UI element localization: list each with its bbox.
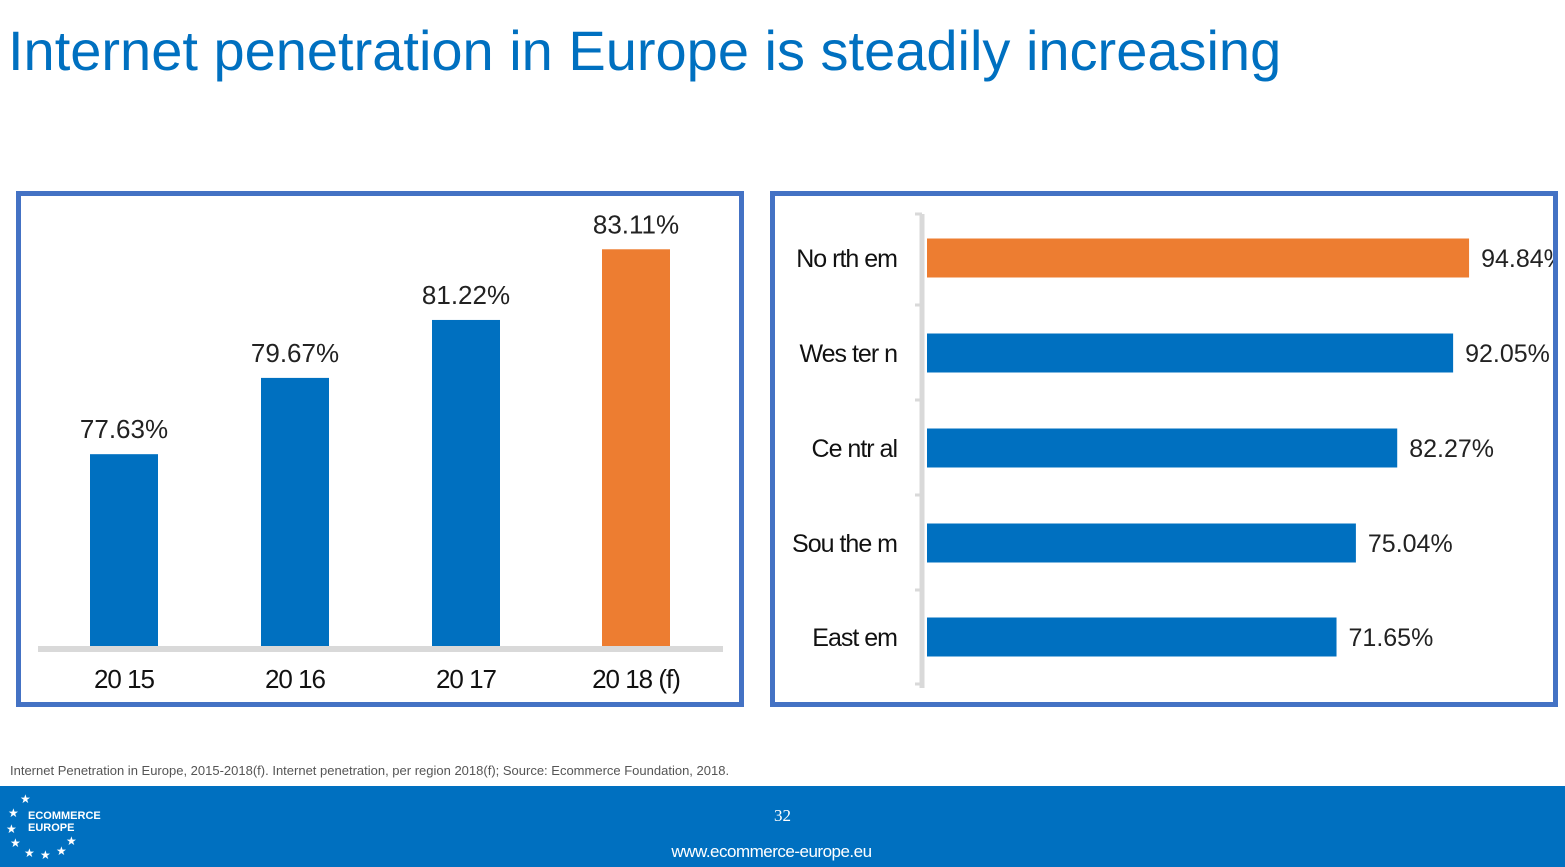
year-bar-value-label: 83.11% xyxy=(593,209,679,239)
yearly-penetration-chart-panel: 77.63% 20 15 79.67% 20 16 81.22% 20 17 83.11% 2… xyxy=(16,191,744,707)
year-tick-label: 20 17 xyxy=(436,664,497,694)
region-bar-value-label: 94.84% xyxy=(1481,245,1553,273)
region-bar xyxy=(927,428,1398,468)
regional-penetration-chart-panel: 94.84% No rth em 92.05% Wes ter n 82.27% Ce n… xyxy=(770,191,1558,707)
region-tick-label: Sou the m xyxy=(792,530,897,558)
region-tick-label: East em xyxy=(812,624,897,652)
year-tick-label: 20 15 xyxy=(94,664,155,694)
page-number: 32 xyxy=(774,806,791,825)
ecommerce-europe-logo: ★ ★ ★ ★ ★ ★ ★ ★ ECOMMERCE EUROPE xyxy=(6,792,101,862)
region-bar xyxy=(927,617,1337,657)
year-bar xyxy=(90,454,158,646)
source-note: Internet Penetration in Europe, 2015-201… xyxy=(10,763,730,778)
region-bar-value-label: 82.27% xyxy=(1409,435,1494,463)
year-bar-value-label: 79.67% xyxy=(251,338,339,368)
slide-title: Internet penetration in Europe is steadi… xyxy=(8,19,1282,82)
footer-bar xyxy=(0,786,1565,867)
year-tick-label: 20 18 (f) xyxy=(592,664,680,694)
regional-penetration-chart: 94.84% No rth em 92.05% Wes ter n 82.27% Ce n… xyxy=(792,212,1553,688)
region-bar xyxy=(927,238,1470,278)
logo-text-line2: EUROPE xyxy=(28,822,75,834)
year-bar xyxy=(261,377,329,646)
year-tick-label: 20 16 xyxy=(265,664,326,694)
year-bar xyxy=(602,249,670,646)
region-bar xyxy=(927,333,1454,373)
region-tick-label: Wes ter n xyxy=(799,340,897,368)
year-bar-value-label: 81.22% xyxy=(422,280,510,310)
region-bar-value-label: 75.04% xyxy=(1368,530,1453,558)
region-bar-value-label: 92.05% xyxy=(1465,340,1550,368)
yearly-penetration-chart: 77.63% 20 15 79.67% 20 16 81.22% 20 17 83.11% 2… xyxy=(38,209,723,694)
logo-text-line1: ECOMMERCE xyxy=(28,810,101,822)
year-bar xyxy=(432,319,500,646)
region-bar xyxy=(927,523,1356,563)
footer-url[interactable]: www.ecommerce-europe.eu xyxy=(671,842,872,861)
region-bar-value-label: 71.65% xyxy=(1349,624,1434,652)
region-tick-label: Ce ntr al xyxy=(812,435,897,463)
region-tick-label: No rth em xyxy=(796,245,897,273)
year-bar-value-label: 77.63% xyxy=(80,414,168,444)
